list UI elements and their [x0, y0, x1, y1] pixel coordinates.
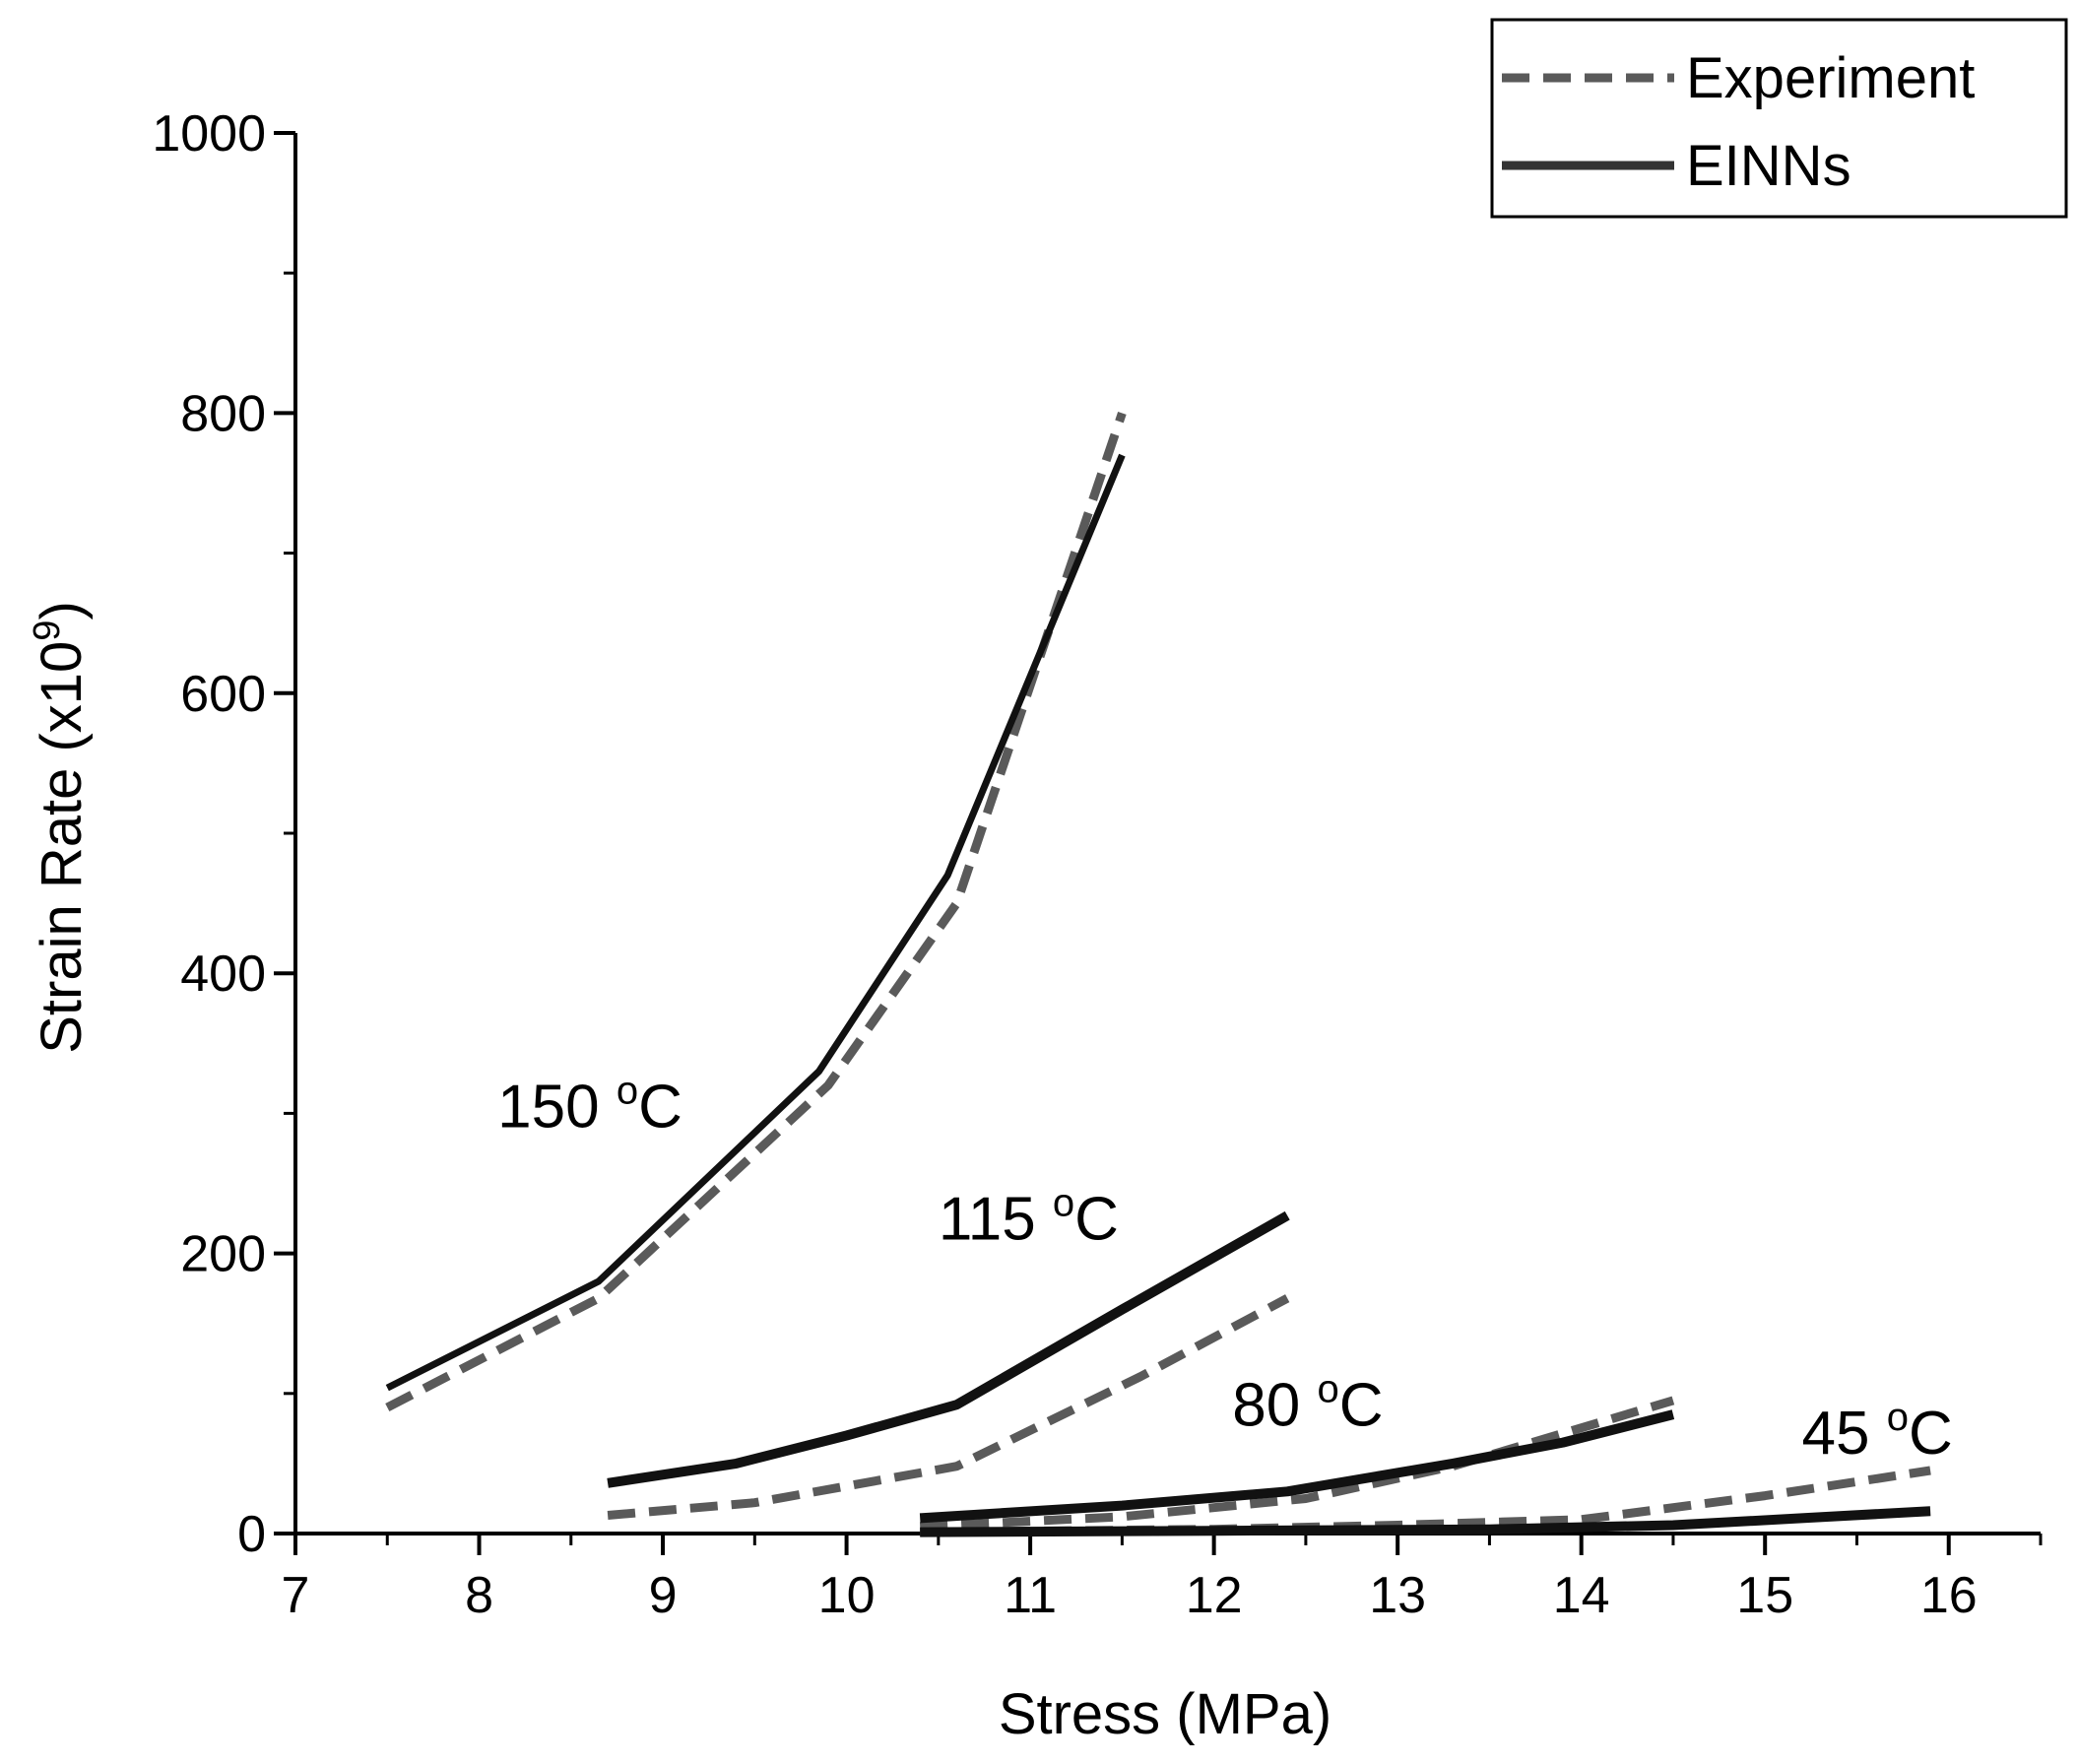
legend-label-einns: EINNs — [1686, 134, 1851, 198]
degree-unit: C — [1339, 1372, 1384, 1440]
y-tick-label: 1000 — [152, 105, 266, 163]
temperature-label: 80 oC — [1232, 1368, 1383, 1440]
x-tick-label: 15 — [1736, 1567, 1793, 1624]
degree-sup: o — [1317, 1368, 1338, 1411]
temperature-value: 150 — [497, 1074, 617, 1142]
x-tick-label: 13 — [1369, 1567, 1426, 1624]
degree-sup: o — [617, 1070, 638, 1113]
degree-unit: C — [1074, 1185, 1119, 1253]
x-tick-label: 11 — [1004, 1567, 1057, 1624]
y-tick-label: 800 — [180, 385, 266, 442]
series-line-experiment — [920, 1466, 1931, 1537]
legend-label-experiment: Experiment — [1686, 46, 1975, 110]
y-axis-title-close: ) — [30, 601, 94, 620]
temperature-label: 150 oC — [497, 1070, 682, 1142]
x-axis-title: Stress (MPa) — [999, 1682, 1331, 1746]
degree-sup: o — [1053, 1181, 1074, 1224]
y-axis-title-sup: 9 — [27, 621, 68, 641]
temperature-value: 80 — [1232, 1372, 1317, 1440]
series-line-einns — [385, 453, 1126, 1392]
x-tick-label: 9 — [649, 1567, 678, 1624]
x-axis: 7 8 9 10 11 12 13 14 15 16 — [282, 1532, 2043, 1624]
y-axis-title-main: Strain Rate (x10 — [30, 641, 94, 1054]
legend: Experiment EINNs — [1490, 18, 2068, 219]
y-tick-label: 200 — [180, 1226, 266, 1283]
x-tick-label: 14 — [1553, 1567, 1610, 1624]
temperature-value: 45 — [1802, 1400, 1887, 1468]
series-line-einns — [607, 1210, 1290, 1488]
temperature-label: 45 oC — [1802, 1396, 1953, 1468]
series-line-einns — [920, 1506, 1931, 1537]
x-tick-label: 8 — [465, 1567, 493, 1624]
y-tick-label: 400 — [180, 946, 266, 1003]
y-axis: 0 200 400 600 800 1000 — [152, 105, 297, 1563]
degree-sup: o — [1887, 1396, 1909, 1439]
temperature-value: 115 — [939, 1185, 1053, 1253]
series-layer — [385, 411, 1931, 1537]
x-tick-label: 16 — [1920, 1567, 1978, 1624]
legend-box — [1490, 18, 2068, 219]
series-line-einns — [919, 1409, 1675, 1524]
temperature-label: 115 oC — [939, 1181, 1119, 1253]
series-line-experiment — [919, 1396, 1675, 1532]
y-tick-label: 0 — [237, 1506, 266, 1563]
y-tick-label: 600 — [180, 666, 266, 723]
degree-unit: C — [1909, 1400, 1953, 1468]
x-tick-label: 10 — [818, 1567, 876, 1624]
x-tick-label: 7 — [282, 1567, 310, 1624]
degree-unit: C — [638, 1074, 682, 1142]
series-line-experiment — [385, 411, 1127, 1411]
y-axis-title: Strain Rate (x109) — [27, 601, 94, 1054]
series-line-experiment — [607, 1294, 1290, 1520]
x-tick-label: 12 — [1186, 1567, 1243, 1624]
